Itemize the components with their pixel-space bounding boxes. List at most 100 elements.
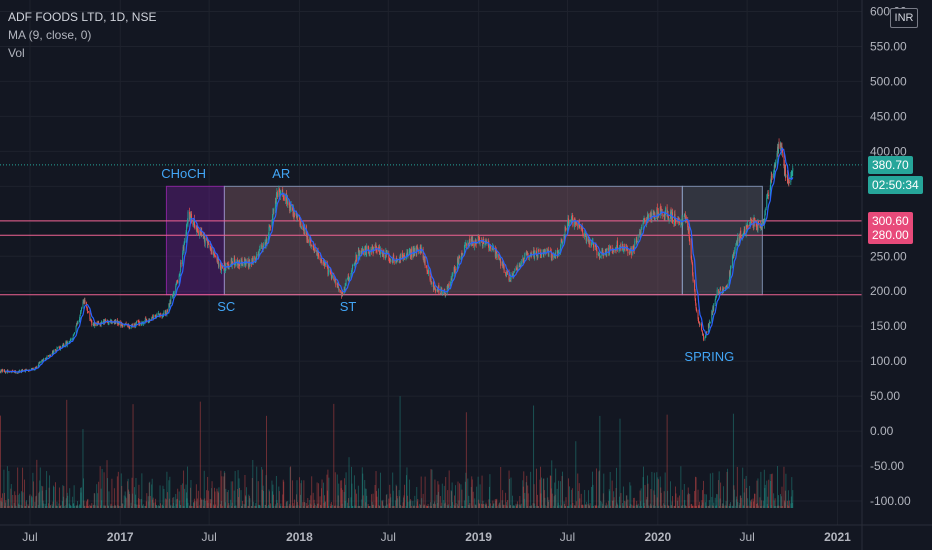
candle-body[interactable]	[149, 320, 151, 322]
candle-body[interactable]	[637, 234, 639, 241]
candle-body[interactable]	[195, 228, 197, 231]
candle-body[interactable]	[354, 262, 356, 265]
candle-body[interactable]	[242, 263, 244, 266]
annotation-label[interactable]: SPRING	[684, 349, 734, 364]
candle-body[interactable]	[591, 242, 592, 247]
candle-body[interactable]	[628, 252, 630, 254]
candle-body[interactable]	[711, 311, 713, 314]
candle-body[interactable]	[585, 233, 587, 241]
candle-body[interactable]	[440, 288, 442, 290]
candle-body[interactable]	[218, 263, 220, 267]
candle-body[interactable]	[393, 254, 395, 261]
candle-body[interactable]	[518, 265, 520, 267]
candle-body[interactable]	[420, 250, 422, 254]
candle-body[interactable]	[489, 246, 491, 250]
candle-body[interactable]	[86, 307, 88, 312]
candle-body[interactable]	[259, 249, 261, 250]
candle-body[interactable]	[540, 256, 542, 257]
candle-body[interactable]	[419, 251, 421, 253]
candle-body[interactable]	[656, 209, 658, 219]
candle-body[interactable]	[79, 314, 81, 320]
candle-body[interactable]	[554, 255, 556, 257]
candle-body[interactable]	[764, 208, 766, 216]
candle-body[interactable]	[647, 216, 649, 221]
candle-body[interactable]	[266, 238, 268, 243]
candle-body[interactable]	[168, 304, 170, 313]
candle-body[interactable]	[568, 222, 570, 224]
candle-body[interactable]	[488, 248, 490, 251]
candle-body[interactable]	[439, 292, 441, 294]
candle-body[interactable]	[471, 237, 473, 246]
candle-body[interactable]	[577, 225, 579, 226]
candle-body[interactable]	[389, 259, 391, 262]
candle-body[interactable]	[61, 346, 63, 348]
candle-body[interactable]	[104, 319, 106, 324]
candle-body[interactable]	[502, 263, 504, 267]
candle-body[interactable]	[574, 217, 576, 221]
candle-body[interactable]	[639, 232, 641, 237]
candle-body[interactable]	[467, 243, 469, 247]
candle-body[interactable]	[508, 271, 510, 281]
candle-body[interactable]	[403, 254, 404, 259]
candle-body[interactable]	[154, 315, 156, 317]
candle-body[interactable]	[63, 344, 65, 346]
candle-body[interactable]	[147, 321, 149, 323]
candle-body[interactable]	[648, 214, 649, 221]
candle-body[interactable]	[520, 263, 522, 267]
candle-body[interactable]	[189, 212, 190, 220]
candle-body[interactable]	[193, 218, 195, 226]
candle-body[interactable]	[777, 146, 779, 152]
candle-body[interactable]	[18, 370, 20, 372]
candle-body[interactable]	[270, 226, 271, 228]
candle-body[interactable]	[406, 252, 408, 256]
candle-body[interactable]	[256, 253, 258, 256]
candle-body[interactable]	[673, 222, 675, 225]
candle-body[interactable]	[560, 244, 562, 253]
candle-body[interactable]	[732, 255, 734, 258]
candle-body[interactable]	[489, 245, 491, 249]
candle-body[interactable]	[484, 241, 486, 246]
candle-body[interactable]	[649, 214, 651, 217]
candle-body[interactable]	[474, 243, 476, 245]
candle-body[interactable]	[34, 367, 36, 369]
candle-body[interactable]	[5, 371, 7, 373]
candle-body[interactable]	[60, 347, 62, 349]
candle-body[interactable]	[664, 212, 666, 219]
candle-body[interactable]	[313, 250, 315, 252]
candle-body[interactable]	[718, 292, 720, 295]
candle-body[interactable]	[706, 331, 708, 333]
candle-body[interactable]	[350, 273, 352, 278]
candle-body[interactable]	[163, 310, 165, 315]
candle-body[interactable]	[36, 367, 38, 368]
candle-body[interactable]	[699, 322, 700, 326]
candle-body[interactable]	[688, 228, 690, 232]
candle-body[interactable]	[87, 311, 89, 313]
candle-body[interactable]	[740, 230, 742, 238]
candle-body[interactable]	[136, 321, 137, 324]
candle-body[interactable]	[355, 254, 357, 262]
candle-body[interactable]	[417, 247, 419, 251]
candle-body[interactable]	[459, 256, 460, 259]
candle-body[interactable]	[219, 263, 221, 268]
candle-body[interactable]	[499, 258, 501, 260]
candle-body[interactable]	[697, 311, 699, 319]
candle-body[interactable]	[42, 359, 44, 361]
candle-body[interactable]	[616, 241, 618, 248]
candle-body[interactable]	[774, 164, 776, 166]
candle-body[interactable]	[555, 251, 557, 258]
candle-body[interactable]	[41, 360, 43, 363]
candle-body[interactable]	[192, 222, 194, 225]
candle-body[interactable]	[89, 318, 91, 320]
candle-body[interactable]	[541, 250, 543, 252]
candle-body[interactable]	[153, 315, 155, 320]
candle-body[interactable]	[15, 372, 17, 374]
candle-body[interactable]	[312, 245, 314, 248]
candle-body[interactable]	[1, 369, 3, 372]
candle-body[interactable]	[352, 264, 353, 270]
candle-body[interactable]	[279, 190, 281, 198]
candle-body[interactable]	[293, 208, 295, 217]
candle-body[interactable]	[235, 263, 237, 265]
candle-body[interactable]	[630, 248, 632, 256]
candle-body[interactable]	[251, 258, 253, 263]
candle-body[interactable]	[128, 326, 130, 328]
